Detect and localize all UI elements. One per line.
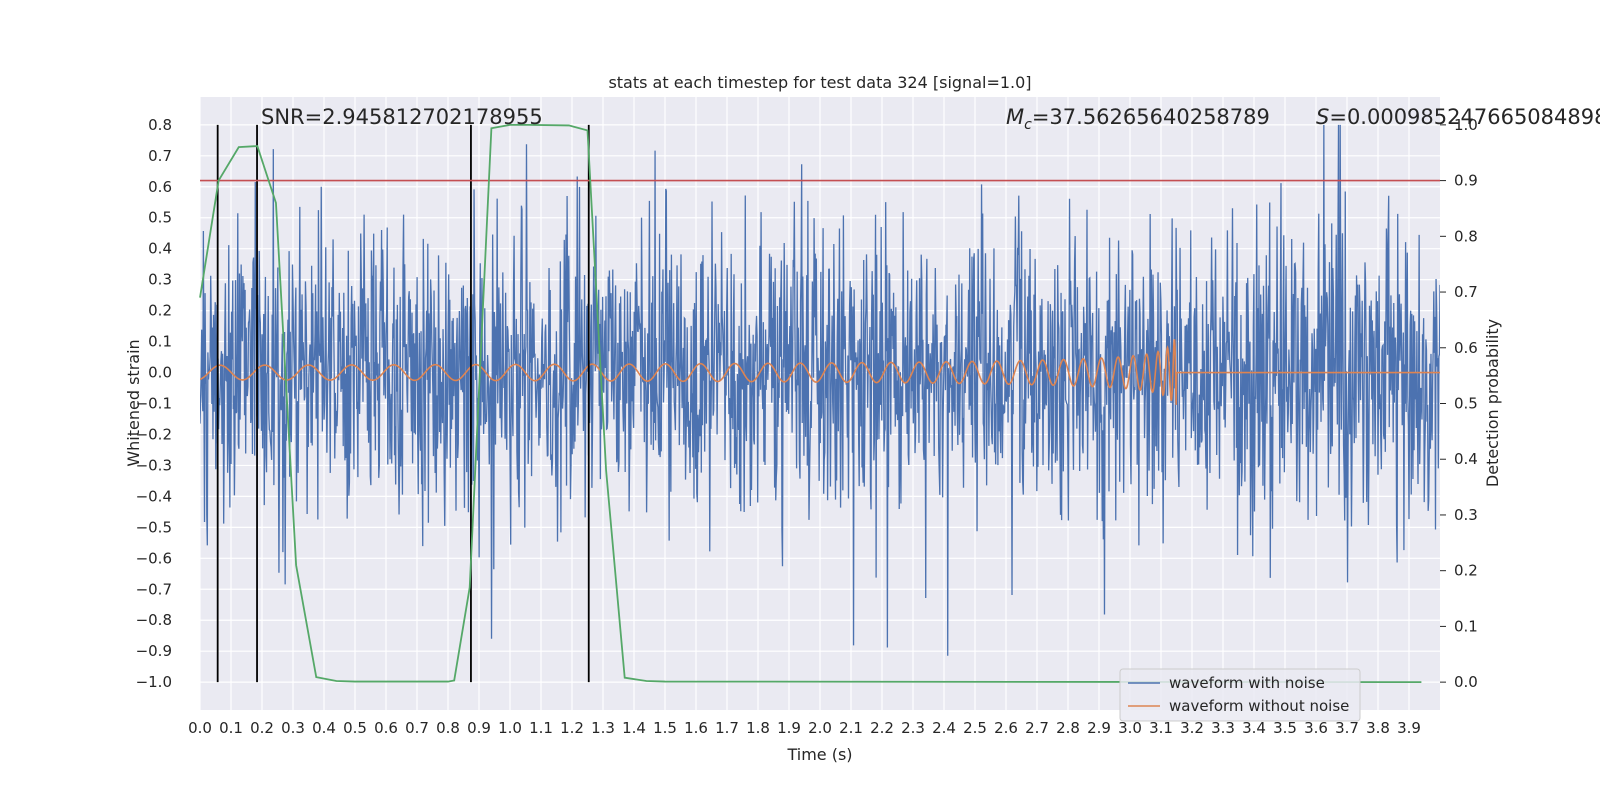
x-tick-label: 1.3: [591, 719, 615, 737]
x-tick-label: 2.9: [1087, 719, 1111, 737]
x-tick-label: 3.0: [1118, 719, 1142, 737]
x-tick-label: 3.6: [1304, 719, 1328, 737]
y2-axis-label: Detection probability: [1483, 319, 1502, 487]
y-tick-label: 0.0: [148, 364, 172, 382]
chirp-mass-value: =37.56265640258789: [1032, 105, 1270, 129]
y-tick-label: −0.3: [136, 456, 172, 474]
x-tick-label: 2.0: [808, 719, 832, 737]
x-tick-label: 3.1: [1149, 719, 1173, 737]
y2-tick-label: 0.8: [1454, 227, 1478, 245]
x-tick-label: 2.8: [1056, 719, 1080, 737]
x-tick-label: 1.1: [529, 719, 553, 737]
y-tick-label: −0.6: [136, 549, 172, 567]
x-tick-label: 3.3: [1211, 719, 1235, 737]
y2-tick-label: 0.0: [1454, 673, 1478, 691]
y-tick-label: 0.8: [148, 116, 172, 134]
x-tick-label: 3.2: [1180, 719, 1204, 737]
series-waveform-without-noise: [200, 339, 1440, 405]
x-tick-label: 2.7: [1025, 719, 1049, 737]
y2-tick-label: 0.7: [1454, 283, 1478, 301]
x-tick-label: 1.4: [622, 719, 646, 737]
legend: waveform with noise waveform without noi…: [1119, 668, 1361, 722]
x-tick-label: 1.7: [715, 719, 739, 737]
y-tick-label: 0.2: [148, 302, 172, 320]
x-tick-label: 3.8: [1366, 719, 1390, 737]
x-tick-label: 3.7: [1335, 719, 1359, 737]
series-waveform-with-noise: [200, 124, 1440, 656]
y2-tick-label: 0.9: [1454, 172, 1478, 190]
legend-label-clean: waveform without noise: [1169, 697, 1349, 715]
y-tick-label: 0.7: [148, 147, 172, 165]
x-tick-label: 2.3: [901, 719, 925, 737]
legend-label-noise: waveform with noise: [1169, 674, 1325, 692]
x-tick-label: 0.4: [312, 719, 336, 737]
x-tick-label: 2.4: [932, 719, 956, 737]
y-tick-label: −0.4: [136, 487, 172, 505]
x-tick-label: 1.5: [653, 719, 677, 737]
s-annotation: S=0.0009852476650848985: [1316, 105, 1600, 129]
y-tick-label: −0.8: [136, 611, 172, 629]
x-tick-label: 0.3: [281, 719, 305, 737]
x-tick-label: 1.2: [560, 719, 584, 737]
y-tick-label: −0.1: [136, 395, 172, 413]
x-tick-label: 3.5: [1273, 719, 1297, 737]
y2-tick-label: 0.3: [1454, 506, 1478, 524]
snr-annotation: SNR=2.945812702178955: [261, 105, 543, 129]
x-tick-label: 0.2: [250, 719, 274, 737]
y2-tick-label: 0.4: [1454, 450, 1478, 468]
y-axis-label: Whitened strain: [124, 339, 143, 466]
y2-tick-label: 0.6: [1454, 339, 1478, 357]
x-tick-label: 0.8: [436, 719, 460, 737]
y-tick-label: −0.2: [136, 425, 172, 443]
x-tick-label: 0.5: [343, 719, 367, 737]
y-tick-label: 0.6: [148, 178, 172, 196]
x-tick-label: 2.6: [994, 719, 1018, 737]
x-tick-label: 3.4: [1242, 719, 1266, 737]
x-tick-label: 1.0: [498, 719, 522, 737]
chart-title: stats at each timestep for test data 324…: [608, 73, 1031, 92]
x-axis-label: Time (s): [786, 745, 852, 764]
x-tick-label: 1.6: [684, 719, 708, 737]
y-tick-label: 0.1: [148, 333, 172, 351]
series-detection-probability: [199, 123, 1422, 684]
x-tick-label: 2.2: [870, 719, 894, 737]
x-tick-label: 1.8: [746, 719, 770, 737]
y-tick-label: 0.4: [148, 240, 172, 258]
y-tick-label: −1.0: [136, 673, 172, 691]
y2-tick-label: 0.2: [1454, 562, 1478, 580]
y-tick-label: −0.9: [136, 642, 172, 660]
s-symbol: S: [1316, 105, 1329, 129]
x-tick-label: 2.1: [839, 719, 863, 737]
x-tick-label: 1.9: [777, 719, 801, 737]
legend-box: [1119, 668, 1361, 722]
x-tick-label: 0.6: [374, 719, 398, 737]
x-tick-label: 0.0: [188, 719, 212, 737]
chirp-mass-symbol: M: [1006, 105, 1024, 129]
chirp-mass-subscript: c: [1024, 117, 1032, 133]
x-tick-label: 3.9: [1397, 719, 1421, 737]
y-tick-label: −0.5: [136, 518, 172, 536]
s-value: =0.0009852476650848985: [1329, 105, 1600, 129]
x-tick-label: 0.9: [467, 719, 491, 737]
x-tick-label: 2.5: [963, 719, 987, 737]
chirp-mass-annotation: Mc=37.56265640258789: [1006, 105, 1270, 133]
x-tick-label: 0.7: [405, 719, 429, 737]
x-tick-label: 0.1: [219, 719, 243, 737]
y2-tick-label: 1.0: [1454, 116, 1478, 134]
y-tick-label: 0.5: [148, 209, 172, 227]
y2-tick-label: 0.1: [1454, 617, 1478, 635]
y-tick-label: 0.3: [148, 271, 172, 289]
y2-tick-label: 0.5: [1454, 395, 1478, 413]
y-tick-label: −0.7: [136, 580, 172, 598]
